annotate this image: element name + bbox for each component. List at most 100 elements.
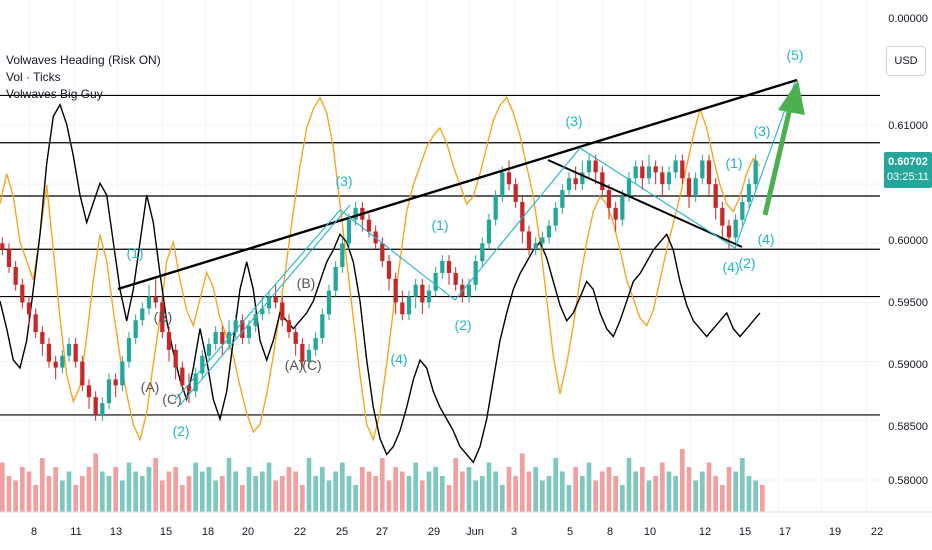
volume-bar — [146, 467, 152, 512]
volume-bar — [740, 458, 745, 512]
volume-bar — [346, 476, 352, 512]
candle-body — [713, 184, 718, 208]
volume-bar — [46, 476, 52, 512]
volume-bar — [486, 462, 492, 512]
wave-label: (B) — [297, 275, 316, 291]
candle-body — [220, 332, 225, 344]
wave-label: (B) — [154, 309, 173, 325]
candle-body — [440, 261, 445, 273]
time-tick-label: 3 — [511, 526, 517, 538]
volume-bar — [340, 462, 345, 512]
volume-bar — [713, 476, 718, 512]
legend-item-volwaves-heading[interactable]: Volwaves Heading (Risk ON) — [6, 53, 161, 67]
volume-bar — [86, 467, 92, 512]
candle-body — [626, 178, 632, 196]
candle-body — [446, 261, 452, 273]
volume-bar — [33, 485, 38, 512]
volume-bar — [273, 480, 278, 512]
candle-body — [366, 219, 372, 232]
candle-body — [633, 166, 638, 179]
candle-body — [473, 261, 478, 285]
time-tick-label: 8 — [607, 526, 613, 538]
wave-label: (A) — [141, 379, 160, 395]
volume-bar — [633, 471, 638, 512]
candle-body — [620, 196, 625, 220]
volume-bar — [720, 485, 725, 512]
candle-body — [326, 290, 332, 315]
volume-bar — [480, 476, 485, 512]
volume-bar — [413, 462, 418, 512]
volume-bar — [120, 480, 125, 512]
volume-bar — [326, 480, 332, 512]
green-arrow-shaft — [762, 107, 793, 216]
candle-body — [413, 284, 418, 297]
volume-bar — [233, 471, 238, 512]
volume-bar — [540, 480, 545, 512]
candle-body — [6, 249, 12, 267]
volume-bar — [133, 471, 138, 512]
price-tick-label: 0.59000 — [888, 359, 928, 371]
legend-item-volwaves-big-guy[interactable]: Volwaves Big Guy — [6, 87, 103, 101]
volume-bar — [26, 471, 32, 512]
volume-bar — [306, 458, 312, 512]
time-tick-label: 11 — [70, 526, 81, 538]
candle-body — [266, 296, 272, 309]
channel-trendline — [547, 159, 743, 248]
candle-body — [480, 243, 485, 262]
currency-button[interactable]: USD — [886, 46, 926, 76]
candle-body — [613, 207, 618, 220]
time-tick-label: 29 — [428, 526, 440, 538]
candle-body — [706, 160, 712, 185]
wave-label: (3) — [753, 123, 770, 139]
volume-bar — [500, 485, 505, 512]
volume-bar — [100, 471, 105, 512]
wave-label: (2) — [454, 317, 471, 333]
candle-body — [673, 160, 678, 173]
volume-bar — [226, 458, 232, 512]
candle-body — [100, 403, 105, 415]
volume-bar — [546, 476, 552, 512]
volume-bar — [393, 467, 398, 512]
candle-body — [193, 373, 198, 392]
candle-body — [46, 343, 52, 362]
volume-bar — [180, 485, 185, 512]
volume-bar — [626, 458, 632, 512]
candle-body — [246, 326, 252, 338]
candle-body — [80, 361, 85, 386]
wave-label: (5) — [786, 47, 803, 63]
volume-bar — [640, 467, 645, 512]
volume-bar — [760, 485, 765, 512]
candle-body — [213, 332, 218, 344]
candle-body — [400, 302, 405, 315]
volume-bar — [60, 480, 65, 512]
candle-body — [546, 225, 552, 238]
candle-body — [153, 296, 158, 303]
volume-bar — [313, 476, 318, 512]
legend-item-vol-ticks[interactable]: Vol · Ticks — [6, 70, 61, 84]
volume-bar — [93, 453, 98, 512]
volume-bar — [753, 480, 758, 512]
candle-body — [533, 243, 538, 250]
candle-body — [33, 314, 38, 333]
volume-bar — [506, 467, 512, 512]
volume-bar — [566, 485, 572, 512]
volume-bar — [673, 476, 678, 512]
candle-body — [606, 190, 612, 208]
candle-body — [380, 243, 385, 262]
volume-bar — [220, 476, 225, 512]
candle-body — [393, 278, 398, 303]
wave-label: (1) — [725, 155, 742, 171]
last-price-value: 0.60702 — [888, 156, 928, 168]
candle-body — [566, 178, 572, 191]
volume-bar — [733, 471, 738, 512]
candle-body — [306, 349, 312, 362]
time-tick-label: 15 — [160, 526, 172, 538]
price-axis — [884, 0, 932, 550]
candle-body — [253, 314, 258, 327]
candle-body — [293, 332, 298, 344]
candle-body — [386, 261, 392, 279]
candle-body — [0, 243, 5, 250]
wave-channel-cyan — [179, 204, 351, 406]
candle-body — [233, 320, 238, 333]
